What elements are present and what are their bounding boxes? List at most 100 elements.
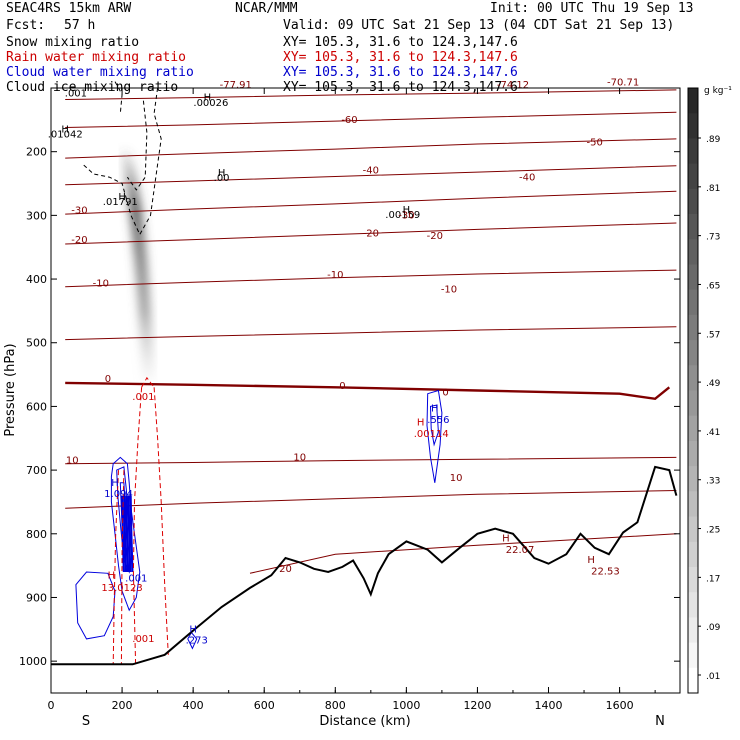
contour-label: -10	[441, 284, 457, 295]
x-tick-label: 200	[112, 699, 133, 712]
y-tick-label: 800	[26, 528, 47, 541]
temperature-contour	[65, 138, 677, 159]
contour-label: H	[189, 625, 197, 636]
cloud-water-contour	[110, 456, 141, 612]
rain-water-contour	[141, 376, 155, 388]
contour-label: .556	[427, 415, 449, 426]
contour-label: .001	[132, 392, 154, 403]
contour-label: .001	[65, 88, 87, 99]
temperature-contour	[65, 381, 671, 401]
colorbar-band	[688, 314, 698, 341]
ice-plume-shading	[122, 150, 155, 381]
contour-label: H	[108, 570, 116, 581]
contour-label: -60	[341, 115, 357, 126]
cloud-water-core	[127, 495, 132, 573]
contour-label: 20	[279, 564, 292, 575]
x-tick-label: 0	[48, 699, 55, 712]
temperature-contour	[65, 165, 677, 186]
contour-label: .01042	[48, 130, 83, 141]
temperature-contour	[65, 326, 677, 341]
contour-label: .01791	[103, 197, 138, 208]
colorbar: .89 .81 .73 .65 .57 .49 .41 .33 .25 .17 .09 .01	[687, 87, 721, 694]
snow-ice-contour	[82, 87, 162, 236]
contour-label: .00114	[414, 429, 449, 440]
contour-label: -74.12	[497, 80, 529, 91]
cloud-water-contour	[429, 404, 439, 447]
colorbar-label: .17	[706, 574, 720, 584]
contour-label: -20	[71, 235, 87, 246]
y-tick-label: 900	[26, 591, 47, 604]
axes: 0 200 400 600 800 1000 1200 1400 160020030040050…	[19, 88, 680, 712]
contour-label: -30	[71, 206, 87, 217]
colorbar-band	[688, 113, 698, 139]
contour-label: 13.0123	[101, 583, 142, 594]
contour-label: -40	[519, 172, 535, 183]
contour-label: H	[61, 125, 69, 136]
contour-label: 10	[293, 453, 306, 464]
south-label: S	[82, 714, 90, 729]
contour-label: H	[417, 418, 425, 429]
contour-label: -70.71	[607, 78, 639, 89]
contour-label: -10	[93, 279, 109, 290]
colorbar-label: .81	[706, 184, 720, 194]
rain-water-contour	[132, 387, 143, 665]
contour-label: H	[111, 478, 119, 489]
colorbar-label: .65	[706, 281, 720, 291]
colorbar-band	[688, 88, 698, 114]
colorbar-frame	[687, 87, 699, 694]
y-tick-label: 700	[26, 464, 47, 477]
field-snow-name: Snow mixing ratio	[6, 35, 140, 50]
contour-label: H	[118, 192, 126, 203]
contour-label: H	[431, 404, 439, 415]
temperature-contours	[65, 89, 677, 574]
temperature-contour	[65, 111, 677, 128]
contour-label: H	[587, 555, 595, 566]
colorbar-label: .01	[706, 672, 720, 682]
model-title: SEAC4RS 15km ARW	[6, 1, 132, 16]
field-cloudwater-name: Cloud water mixing ratio	[6, 65, 194, 80]
contour-label: -77.91	[220, 80, 252, 91]
x-axis-title: Distance (km)	[319, 714, 410, 729]
temperature-contour	[65, 490, 677, 509]
init-time: Init: 00 UTC Thu 19 Sep 13	[490, 1, 694, 16]
contour-label: -20	[363, 228, 379, 239]
terrain-profile	[51, 465, 678, 666]
temperature-contour	[65, 269, 677, 288]
temperature-contour	[65, 89, 677, 100]
rain-water-contours	[112, 376, 169, 665]
contour-labels: H.00026H.01042H.00H.01791.001H.00159-77.…	[48, 78, 640, 647]
cloud-water-core	[129, 495, 134, 573]
y-tick-label: 400	[26, 273, 47, 286]
colorbar-band	[688, 567, 698, 593]
cloud-water-core	[125, 495, 130, 573]
forecast-hours: 57 h	[64, 18, 96, 33]
cloud-water-core	[123, 495, 128, 573]
cloud-water-contour	[75, 571, 116, 640]
x-tick-label: 600	[254, 699, 275, 712]
colorbar-unit: g kg⁻¹	[704, 86, 732, 96]
temperature-contour	[65, 222, 677, 245]
temperature-contour	[65, 190, 677, 215]
colorbar-label: .89	[706, 135, 721, 145]
x-tick-label: 400	[183, 699, 204, 712]
contour-label: -30	[398, 211, 414, 222]
contour-label: 10	[66, 456, 79, 467]
x-tick-label: 1000	[392, 699, 420, 712]
colorbar-band	[688, 592, 698, 618]
y-tick-label: 500	[26, 337, 47, 350]
colorbar-band	[688, 214, 698, 240]
cloud-water-contour	[426, 389, 443, 483]
cloud-water-contours	[75, 389, 443, 650]
colorbar-label: .25	[706, 526, 720, 536]
field-cloudwater-xy: XY= 105.3, 31.6 to 124.3,147.6	[283, 65, 518, 80]
contour-label: -10	[327, 270, 343, 281]
org-title: NCAR/MMM	[235, 1, 298, 16]
contour-label: H	[403, 205, 411, 216]
contour-label: .273	[186, 635, 208, 646]
colorbar-band	[688, 264, 698, 291]
y-tick-label: 1000	[19, 655, 47, 668]
contour-label: 1.094	[104, 489, 133, 500]
colorbar-label: .09	[706, 623, 721, 633]
x-tick-label: 1400	[535, 699, 563, 712]
